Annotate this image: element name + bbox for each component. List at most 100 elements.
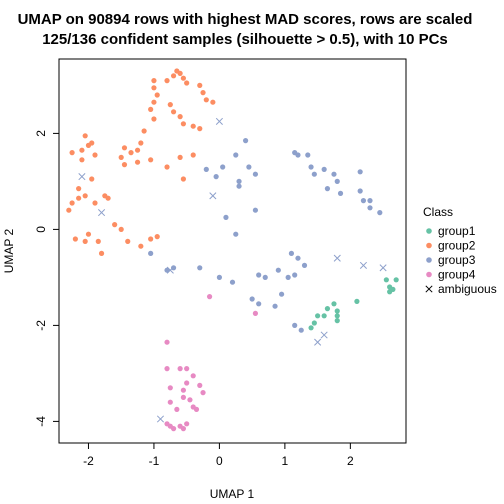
legend-marker [425, 285, 433, 293]
x-tick-label: 1 [282, 454, 289, 468]
point-group2 [138, 243, 144, 249]
point-group3 [213, 174, 219, 180]
point-group3 [246, 164, 252, 170]
point-group3 [360, 198, 367, 204]
point-group2 [151, 78, 157, 84]
point-ambiguous [78, 173, 86, 181]
point-group4 [200, 390, 206, 396]
point-group2 [79, 147, 85, 153]
point-group2 [69, 200, 75, 206]
point-group2 [138, 140, 144, 146]
x-tick-label: 2 [347, 454, 354, 468]
point-group2 [79, 157, 85, 163]
point-group2 [72, 236, 78, 242]
legend-marker [426, 228, 432, 234]
point-group1 [334, 308, 340, 314]
point-group2 [69, 150, 75, 156]
point-group3 [279, 291, 285, 297]
point-group3 [292, 322, 298, 328]
point-group3 [321, 166, 327, 172]
point-group2 [95, 238, 101, 244]
point-group2 [125, 238, 131, 244]
point-group3 [377, 210, 383, 216]
point-group3 [298, 327, 304, 333]
point-ambiguous [209, 192, 217, 200]
chart-title-line-2: 125/136 confident samples (silhouette > … [42, 31, 448, 48]
legend-label: ambiguous [438, 282, 497, 296]
x-axis-title: UMAP 1 [210, 487, 255, 501]
point-group2 [200, 90, 206, 96]
point-group2 [170, 73, 177, 79]
point-group4 [164, 339, 170, 345]
point-group2 [76, 195, 82, 201]
point-group3 [301, 262, 308, 268]
x-axis: -2 -1 0 1 2 [83, 443, 354, 468]
point-group1 [334, 318, 340, 324]
point-group4 [170, 426, 177, 432]
point-group1 [393, 277, 399, 283]
point-group2 [118, 154, 124, 160]
x-tick-label: 0 [216, 454, 223, 468]
point-group3 [242, 138, 249, 144]
point-group3 [285, 274, 291, 280]
legend-item-group1: group1 [426, 224, 476, 238]
point-group1 [354, 298, 360, 304]
point-group2 [82, 238, 88, 244]
point-ambiguous [215, 117, 223, 125]
point-group3 [223, 214, 229, 220]
x-tick-label: -2 [83, 454, 94, 468]
point-group3 [367, 198, 373, 204]
point-group3 [357, 188, 363, 194]
legend-label: group1 [438, 224, 476, 238]
point-group2 [134, 159, 141, 165]
point-group2 [76, 186, 82, 192]
point-group4 [180, 426, 186, 432]
legend-label: group4 [438, 268, 476, 282]
point-group2 [98, 250, 105, 256]
y-tick-label: -2 [34, 320, 48, 331]
point-group3 [236, 178, 242, 184]
point-group3 [295, 255, 301, 261]
point-group2 [180, 75, 186, 81]
point-group3 [256, 272, 262, 278]
point-group3 [331, 171, 337, 177]
legend-item-group2: group2 [426, 239, 476, 253]
point-group2 [197, 82, 203, 88]
point-group2 [105, 195, 111, 201]
point-group2 [148, 157, 154, 163]
point-group1 [387, 289, 393, 295]
point-group4 [184, 366, 190, 372]
point-group1 [321, 313, 327, 319]
point-group2 [128, 150, 134, 156]
point-group4 [180, 387, 186, 393]
point-group2 [197, 126, 203, 132]
point-group4 [184, 421, 190, 427]
point-group2 [92, 200, 98, 206]
point-group4 [177, 366, 183, 372]
point-ambiguous [156, 415, 165, 423]
legend-marker [426, 271, 432, 278]
point-group4 [193, 406, 200, 412]
point-group1 [308, 325, 314, 331]
point-group3 [233, 152, 239, 158]
point-group2 [210, 99, 216, 105]
point-group3 [295, 152, 301, 158]
point-group3 [308, 164, 314, 170]
point-ambiguous [359, 261, 367, 269]
point-group3 [170, 265, 177, 271]
point-group2 [180, 176, 186, 182]
point-group1 [334, 313, 340, 319]
point-group1 [331, 301, 337, 307]
point-group3 [311, 171, 317, 177]
chart-title-line-1: UMAP on 90894 rows with highest MAD scor… [18, 11, 473, 28]
y-tick-label: 2 [34, 130, 48, 137]
point-group2 [121, 145, 128, 151]
point-group2 [148, 106, 154, 112]
point-group3 [233, 231, 239, 237]
point-group2 [82, 133, 88, 139]
point-group2 [190, 123, 196, 129]
point-group2 [85, 231, 92, 237]
point-ambiguous [379, 264, 387, 272]
